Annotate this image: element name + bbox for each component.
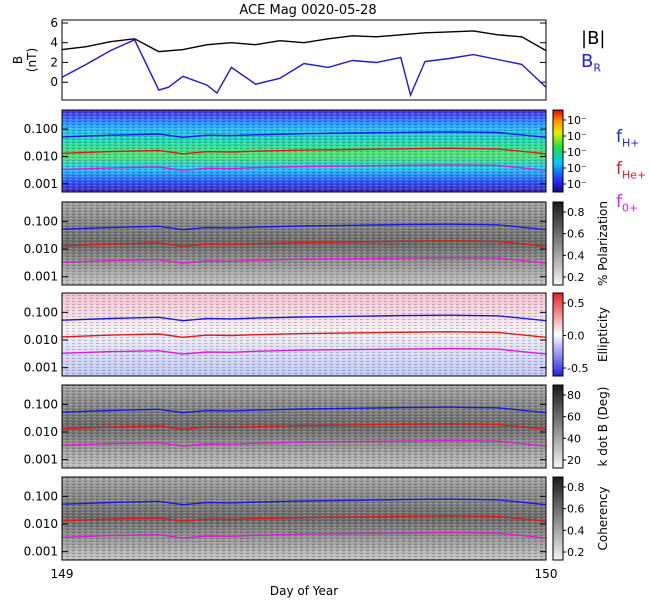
colorbar-label-coherency-3: 0.2	[567, 546, 585, 559]
ytick-label-power-2: 0.001	[24, 177, 58, 191]
series-power-f_He	[61, 147, 547, 155]
colorbar-label-kdotb-0: 80	[567, 389, 581, 402]
ytick-label-coherency-1: 0.010	[24, 517, 58, 531]
colorbar-coherency	[552, 476, 564, 561]
series-kdotb-f_He	[61, 423, 547, 431]
colorbar-title-coherency: Coherency	[596, 486, 610, 550]
panel-mag-frame	[61, 19, 547, 101]
ytick-label-mag-2: 2	[50, 55, 58, 69]
panel-polarization: 0.100 0.010 0.001 0.8 0.6 0.4 0.2 % Polarizatio…	[24, 201, 610, 286]
panel-coherency-frame	[61, 476, 547, 561]
ylabel-mag-0: B	[11, 56, 25, 64]
panel-coherency: 0.100 0.010 0.001 0.8 0.6 0.4 0.2 Coherency	[24, 476, 610, 561]
colorbar-label-coherency-0: 0.8	[567, 481, 585, 494]
legend-f-o: f0+	[616, 191, 639, 215]
xtick-label-0: 149	[51, 567, 74, 581]
ytick-label-mag-0: 6	[50, 16, 58, 30]
panel-power: 0.100 0.010 0.001 10⁻ 10⁻ 10⁻ 10⁻ 10⁻	[24, 109, 587, 193]
legend-b-r: BR	[581, 51, 602, 75]
colorbar-kdotb	[552, 384, 564, 469]
legend-f-he: fHe+	[616, 159, 647, 182]
series-coherency-f_O	[61, 531, 547, 539]
ytick-label-polarization-0: 0.100	[24, 214, 58, 228]
series-polarization-f_O	[61, 256, 547, 264]
colorbar-label-polarization-2: 0.4	[567, 249, 585, 262]
colorbar-title-polarization: % Polarization	[596, 201, 610, 286]
colorbar-power	[552, 109, 564, 193]
ytick-label-ellipticity-0: 0.100	[24, 305, 58, 319]
colorbar-title-kdotb: k dot B (Deg)	[596, 387, 610, 467]
xtick-label-1: 150	[535, 567, 558, 581]
series-coherency-f_He	[61, 515, 547, 523]
ytick-label-kdotb-1: 0.010	[24, 425, 58, 439]
x-axis: 149 150 Day of Year	[51, 554, 558, 598]
colorbar-ellipticity	[552, 292, 564, 377]
series-kdotb-f_H	[61, 406, 547, 414]
mag-legend: |B| BR	[581, 28, 605, 75]
colorbar-label-polarization-3: 0.2	[567, 271, 585, 284]
ytick-label-polarization-2: 0.001	[24, 270, 58, 284]
colorbar-label-polarization-1: 0.6	[567, 228, 585, 241]
series-mag-B_R	[61, 38, 547, 98]
colorbar-label-ellipticity-1: 0.0	[567, 330, 585, 343]
colorbar-polarization	[552, 201, 564, 286]
colorbar-label-ellipticity-0: 0.5	[567, 297, 585, 310]
colorbar-label-power-2: 10⁻	[567, 146, 587, 159]
colorbar-label-power-4: 10⁻	[567, 178, 587, 191]
ylabel-mag-1: (nT)	[25, 48, 39, 72]
ytick-label-power-1: 0.010	[24, 149, 58, 163]
series-kdotb-f_O	[61, 439, 547, 447]
series-ellipticity-f_O	[61, 347, 547, 355]
legend-b-total: |B|	[581, 28, 606, 49]
colorbar-label-kdotb-2: 40	[567, 432, 581, 445]
series-power-f_O	[61, 164, 547, 172]
series-polarization-f_H	[61, 223, 547, 231]
colorbar-label-power-0: 10⁻	[567, 114, 587, 127]
panel-ellipticity: 0.100 0.010 0.001 0.5 0.0 -0.5 Ellipticity	[24, 292, 610, 377]
series-ellipticity-f_H	[61, 314, 547, 322]
x-axis-label: Day of Year	[270, 584, 338, 598]
legend-f-h: fH+	[616, 127, 640, 150]
ytick-label-mag-1: 4	[50, 36, 58, 50]
colorbar-label-polarization-0: 0.8	[567, 206, 585, 219]
panel-mag-background	[62, 20, 546, 100]
ytick-label-kdotb-2: 0.001	[24, 453, 58, 467]
ytick-label-ellipticity-1: 0.010	[24, 333, 58, 347]
panel-ellipticity-frame	[61, 292, 547, 377]
frequency-legend: fH+ fHe+ f0+	[616, 124, 646, 221]
colorbar-label-kdotb-1: 60	[567, 411, 581, 424]
panel-polarization-frame	[61, 201, 547, 286]
series-power-f_H	[61, 131, 547, 139]
panel-kdotb-frame	[61, 384, 547, 469]
colorbar-label-power-3: 10⁻	[567, 162, 587, 175]
ytick-label-kdotb-0: 0.100	[24, 397, 58, 411]
panel-power-frame	[61, 109, 547, 193]
colorbar-label-coherency-2: 0.4	[567, 524, 585, 537]
ytick-label-coherency-0: 0.100	[24, 489, 58, 503]
ytick-label-coherency-2: 0.001	[24, 545, 58, 559]
colorbar-label-ellipticity-2: -0.5	[567, 362, 588, 375]
ytick-label-polarization-1: 0.010	[24, 242, 58, 256]
series-ellipticity-f_He	[61, 331, 547, 339]
ytick-label-ellipticity-2: 0.001	[24, 361, 58, 375]
ytick-label-power-0: 0.100	[24, 122, 58, 136]
colorbar-label-coherency-1: 0.6	[567, 503, 585, 516]
panel-mag: 6 4 2 0 B (nT)	[11, 16, 547, 101]
colorbar-title-ellipticity: Ellipticity	[596, 307, 610, 362]
series-polarization-f_He	[61, 240, 547, 248]
colorbar-label-kdotb-3: 20	[567, 454, 581, 467]
colorbar-label-power-1: 10⁻	[567, 130, 587, 143]
series-coherency-f_H	[61, 498, 547, 506]
ytick-label-mag-3: 0	[50, 75, 58, 89]
panel-kdotb: 0.100 0.010 0.001 80 60 40 20 k dot B (Deg)	[24, 384, 610, 469]
chart-title: ACE Mag 0020-05-28	[239, 3, 376, 18]
series-mag-B_total	[61, 30, 547, 53]
